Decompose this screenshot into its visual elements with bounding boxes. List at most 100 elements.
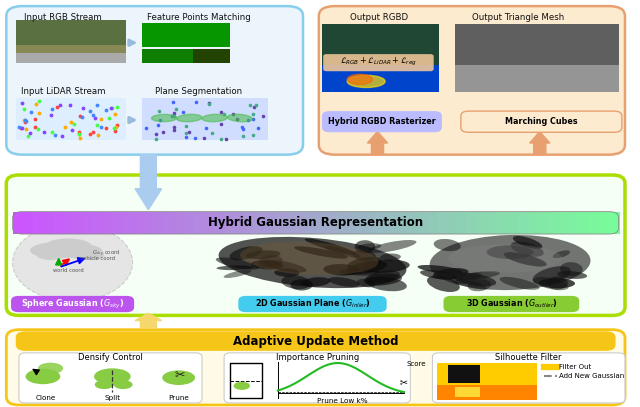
Ellipse shape bbox=[301, 277, 330, 287]
Ellipse shape bbox=[538, 278, 575, 288]
Point bbox=[19, 117, 29, 123]
Ellipse shape bbox=[504, 252, 547, 267]
Text: Input LiDAR Stream: Input LiDAR Stream bbox=[21, 87, 106, 96]
Bar bbox=[447, 212, 458, 234]
Point bbox=[109, 110, 120, 117]
Text: $G_{sky}$ coord: $G_{sky}$ coord bbox=[92, 249, 120, 260]
Ellipse shape bbox=[500, 277, 540, 290]
Ellipse shape bbox=[513, 236, 542, 249]
Point bbox=[47, 106, 58, 113]
Point bbox=[20, 119, 30, 126]
Point bbox=[33, 125, 43, 132]
Text: Add New Gaussian: Add New Gaussian bbox=[559, 373, 625, 379]
Point bbox=[93, 132, 104, 139]
FancyBboxPatch shape bbox=[11, 296, 134, 312]
Ellipse shape bbox=[30, 242, 84, 258]
FancyBboxPatch shape bbox=[319, 6, 625, 155]
Text: Densify Control: Densify Control bbox=[78, 353, 143, 362]
Ellipse shape bbox=[219, 237, 406, 288]
Ellipse shape bbox=[367, 240, 417, 253]
Ellipse shape bbox=[468, 279, 491, 291]
Bar bbox=[454, 65, 619, 92]
Text: Hybrid RGBD Rasterizer: Hybrid RGBD Rasterizer bbox=[328, 117, 436, 126]
Point bbox=[243, 117, 253, 123]
Point bbox=[221, 135, 231, 142]
Circle shape bbox=[13, 224, 132, 301]
Bar bbox=[124, 212, 135, 234]
Point bbox=[171, 106, 181, 112]
Ellipse shape bbox=[216, 265, 253, 270]
Ellipse shape bbox=[230, 246, 263, 260]
Ellipse shape bbox=[454, 273, 481, 284]
Point bbox=[66, 119, 76, 125]
Bar bbox=[417, 212, 428, 234]
Point bbox=[169, 124, 179, 130]
Ellipse shape bbox=[38, 363, 63, 374]
Point bbox=[20, 126, 31, 132]
Point bbox=[52, 104, 62, 110]
Point bbox=[259, 113, 269, 120]
Point bbox=[111, 124, 122, 130]
Ellipse shape bbox=[358, 243, 381, 250]
Bar bbox=[396, 212, 408, 234]
Point bbox=[216, 136, 227, 142]
Bar bbox=[235, 212, 246, 234]
Point bbox=[78, 105, 88, 111]
Bar bbox=[346, 212, 357, 234]
Text: Silhouette Filter: Silhouette Filter bbox=[495, 353, 562, 362]
Ellipse shape bbox=[364, 274, 402, 286]
Bar bbox=[366, 212, 378, 234]
Point bbox=[251, 101, 261, 108]
Point bbox=[75, 135, 85, 141]
Bar bbox=[538, 212, 549, 234]
Bar bbox=[322, 24, 439, 92]
Ellipse shape bbox=[427, 276, 460, 292]
Bar bbox=[275, 212, 287, 234]
Ellipse shape bbox=[366, 276, 407, 291]
Bar bbox=[518, 212, 529, 234]
Text: ✂: ✂ bbox=[400, 378, 408, 387]
Text: 3D Gaussian ($G_{outlier}$): 3D Gaussian ($G_{outlier}$) bbox=[465, 298, 557, 310]
Bar bbox=[142, 49, 230, 63]
Point bbox=[180, 130, 191, 136]
Ellipse shape bbox=[420, 270, 458, 280]
Ellipse shape bbox=[533, 277, 568, 290]
Bar bbox=[406, 212, 418, 234]
Text: Prune: Prune bbox=[168, 395, 189, 401]
Text: Score: Score bbox=[406, 361, 426, 367]
Ellipse shape bbox=[348, 75, 385, 88]
Ellipse shape bbox=[202, 114, 227, 122]
Point bbox=[109, 125, 119, 131]
Point bbox=[151, 136, 161, 142]
Bar bbox=[457, 212, 468, 234]
Ellipse shape bbox=[552, 250, 570, 258]
Point bbox=[153, 122, 163, 128]
Point bbox=[31, 101, 42, 107]
Ellipse shape bbox=[532, 266, 571, 284]
Point bbox=[248, 116, 258, 123]
Point bbox=[157, 129, 168, 135]
Ellipse shape bbox=[357, 279, 376, 287]
Ellipse shape bbox=[547, 276, 568, 290]
Point bbox=[19, 106, 29, 113]
Ellipse shape bbox=[227, 114, 252, 122]
Bar bbox=[93, 212, 105, 234]
Ellipse shape bbox=[177, 114, 202, 122]
Ellipse shape bbox=[418, 265, 463, 274]
Point bbox=[202, 125, 212, 131]
Point bbox=[69, 121, 79, 127]
FancyArrow shape bbox=[367, 131, 388, 155]
FancyBboxPatch shape bbox=[322, 111, 442, 132]
Point bbox=[248, 132, 258, 138]
Bar bbox=[16, 98, 126, 140]
Point bbox=[238, 133, 248, 139]
Ellipse shape bbox=[45, 239, 92, 254]
Point bbox=[101, 107, 111, 113]
Ellipse shape bbox=[223, 270, 252, 278]
Point bbox=[55, 101, 65, 108]
FancyBboxPatch shape bbox=[19, 353, 202, 403]
Bar bbox=[164, 212, 175, 234]
Ellipse shape bbox=[163, 370, 195, 385]
Point bbox=[190, 134, 200, 141]
Point bbox=[85, 108, 95, 114]
